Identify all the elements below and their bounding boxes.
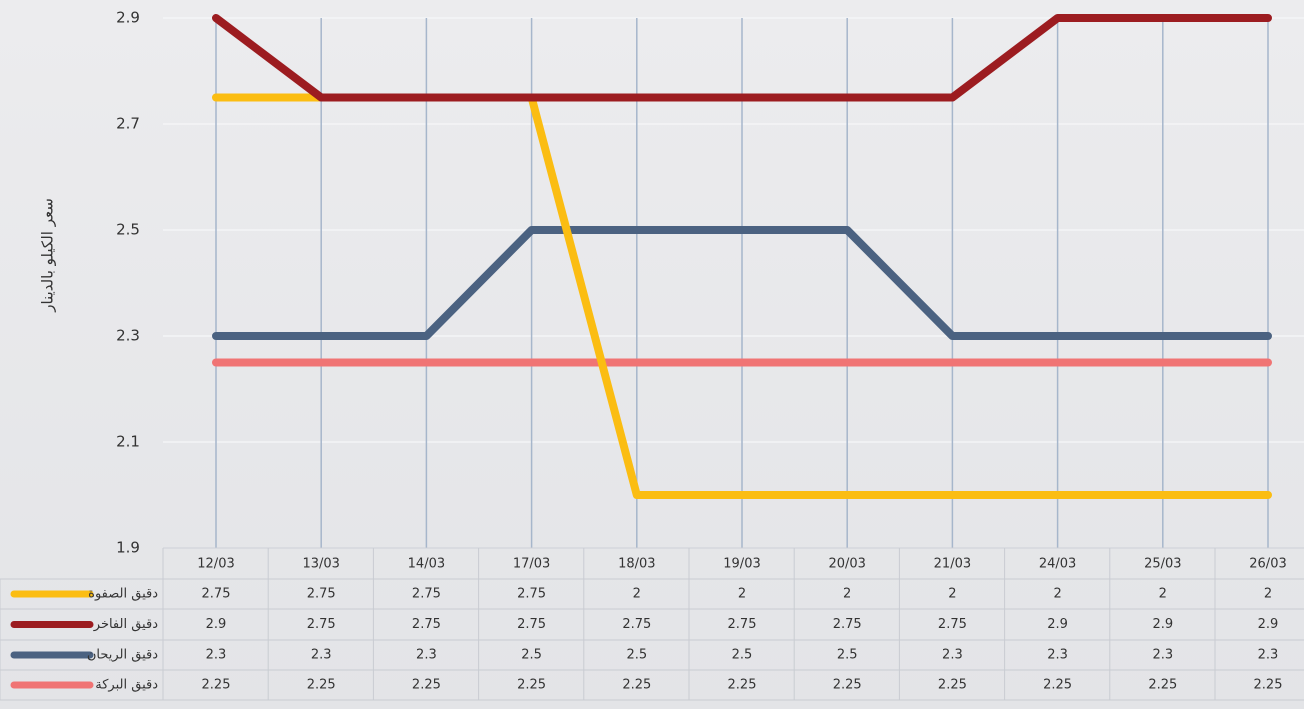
x-tick-label: 12/03 [197, 557, 234, 572]
x-tick-label: 17/03 [513, 557, 550, 572]
table-value: 2.9 [1152, 617, 1173, 632]
table-value: 2.9 [1047, 617, 1068, 632]
legend-label: دقيق الصفوة [88, 587, 158, 602]
x-tick-label: 21/03 [934, 557, 971, 572]
table-value: 2.25 [1043, 678, 1072, 693]
table-value: 2.5 [837, 648, 858, 663]
table-value: 2.25 [728, 678, 757, 693]
table-value: 2.3 [311, 648, 332, 663]
table-value: 2.25 [202, 678, 231, 693]
x-tick-label: 20/03 [828, 557, 865, 572]
x-tick-label: 25/03 [1144, 557, 1181, 572]
series-line [212, 14, 1272, 102]
table-value: 2.3 [416, 648, 437, 663]
table-value: 2.5 [521, 648, 542, 663]
table-value: 2 [633, 587, 641, 602]
series-line [212, 226, 1272, 340]
table-value: 2 [948, 587, 956, 602]
table-value: 2.75 [517, 617, 546, 632]
table-value: 2.25 [938, 678, 967, 693]
legend-label: دقيق الفاخر [93, 617, 158, 632]
table-value: 2.25 [622, 678, 651, 693]
table-value: 2.75 [412, 617, 441, 632]
table-value: 2.75 [938, 617, 967, 632]
x-tick-label: 13/03 [302, 557, 339, 572]
x-tick-label: 14/03 [408, 557, 445, 572]
table-value: 2.3 [206, 648, 227, 663]
table-value: 2.5 [732, 648, 753, 663]
legend-label: دقيق الريحان [87, 648, 158, 663]
table-value: 2 [1053, 587, 1061, 602]
y-axis-label: سعر الكيلو بالدينار [39, 198, 57, 313]
table-value: 2.75 [517, 587, 546, 602]
table-value: 2.25 [517, 678, 546, 693]
table-value: 2.3 [1258, 648, 1279, 663]
table-value: 2 [738, 587, 746, 602]
table-value: 2.3 [1047, 648, 1068, 663]
x-tick-label: 19/03 [723, 557, 760, 572]
table-value: 2.9 [206, 617, 227, 632]
x-tick-label: 24/03 [1039, 557, 1076, 572]
table-value: 2.75 [202, 587, 231, 602]
x-tick-label: 18/03 [618, 557, 655, 572]
table-value: 2.75 [728, 617, 757, 632]
table-value: 2.25 [412, 678, 441, 693]
table-value: 2.25 [307, 678, 336, 693]
y-tick-label: 2.7 [116, 115, 140, 133]
table-value: 2.75 [622, 617, 651, 632]
table-value: 2.5 [626, 648, 647, 663]
table-value: 2.75 [307, 617, 336, 632]
table-value: 2.75 [833, 617, 862, 632]
table-value: 2.3 [1152, 648, 1173, 663]
legend-label: دقيق البركة [95, 678, 158, 693]
table-value: 2 [1159, 587, 1167, 602]
y-tick-label: 1.9 [116, 539, 140, 557]
table-value: 2.25 [1254, 678, 1283, 693]
x-tick-label: 26/03 [1249, 557, 1286, 572]
table-value: 2.25 [1148, 678, 1177, 693]
table-value: 2.3 [942, 648, 963, 663]
table-value: 2.25 [833, 678, 862, 693]
table-value: 2 [1264, 587, 1272, 602]
table-value: 2.75 [307, 587, 336, 602]
table-value: 2.9 [1258, 617, 1279, 632]
y-tick-label: 2.3 [116, 327, 140, 345]
y-tick-label: 2.5 [116, 221, 140, 239]
table-value: 2.75 [412, 587, 441, 602]
y-tick-label: 2.1 [116, 433, 140, 451]
y-tick-label: 2.9 [116, 9, 140, 27]
table-value: 2 [843, 587, 851, 602]
